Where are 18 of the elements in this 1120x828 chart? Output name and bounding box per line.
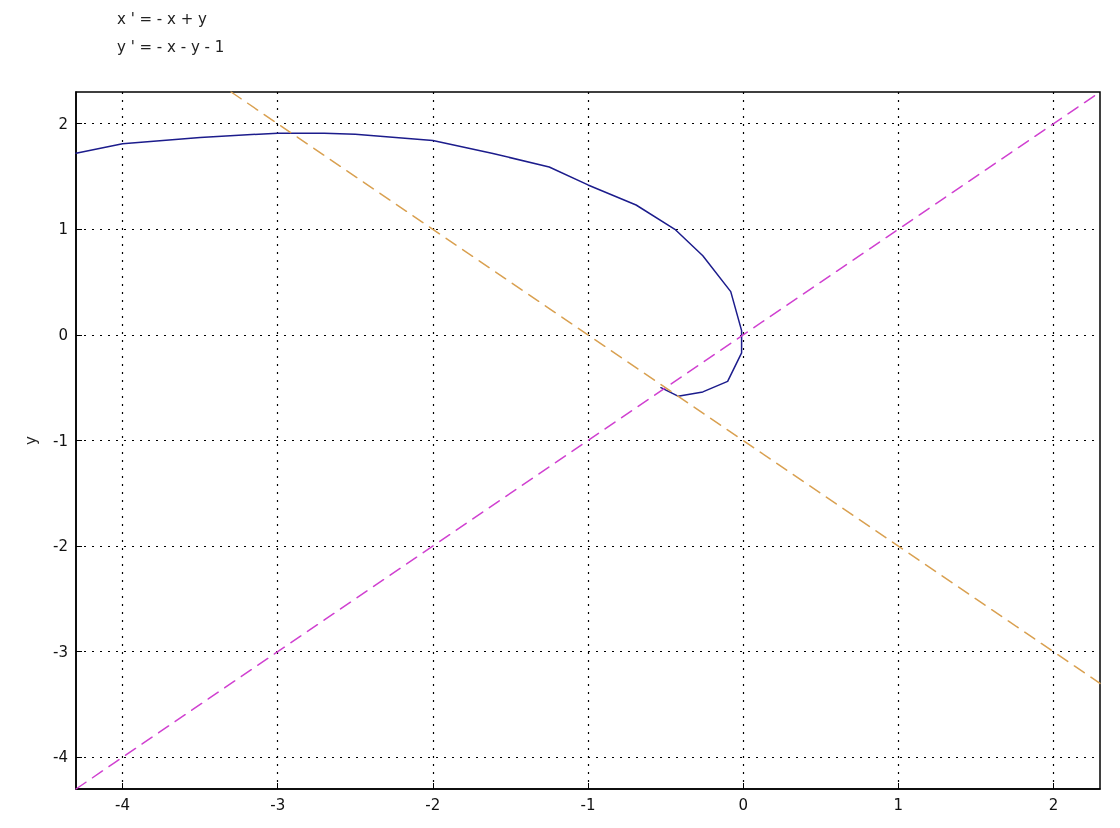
y-tick-label: -1	[53, 431, 68, 450]
x-tick-label: -3	[270, 795, 286, 814]
y-tick-label: 1	[58, 220, 68, 239]
x-tick-label: -1	[580, 795, 596, 814]
y-tick-label: -2	[53, 537, 68, 556]
chart-subtitle: y ' = - x - y - 1	[117, 37, 225, 56]
y-tick-label: -3	[53, 642, 68, 661]
x-tick-label: 1	[893, 795, 904, 814]
x-tick-label: -4	[115, 795, 131, 814]
y-tick-label: 0	[58, 325, 68, 344]
x-tick-label: 2	[1048, 795, 1059, 814]
y-tick-label: -4	[53, 748, 68, 767]
chart-title: x ' = - x + y	[117, 9, 208, 28]
x-tick-label: 0	[738, 795, 748, 814]
y-axis-title: y	[21, 435, 40, 445]
x-tick-label: -2	[425, 795, 441, 814]
y-tick-label: 2	[58, 114, 68, 133]
line-series	[75, 132, 743, 397]
